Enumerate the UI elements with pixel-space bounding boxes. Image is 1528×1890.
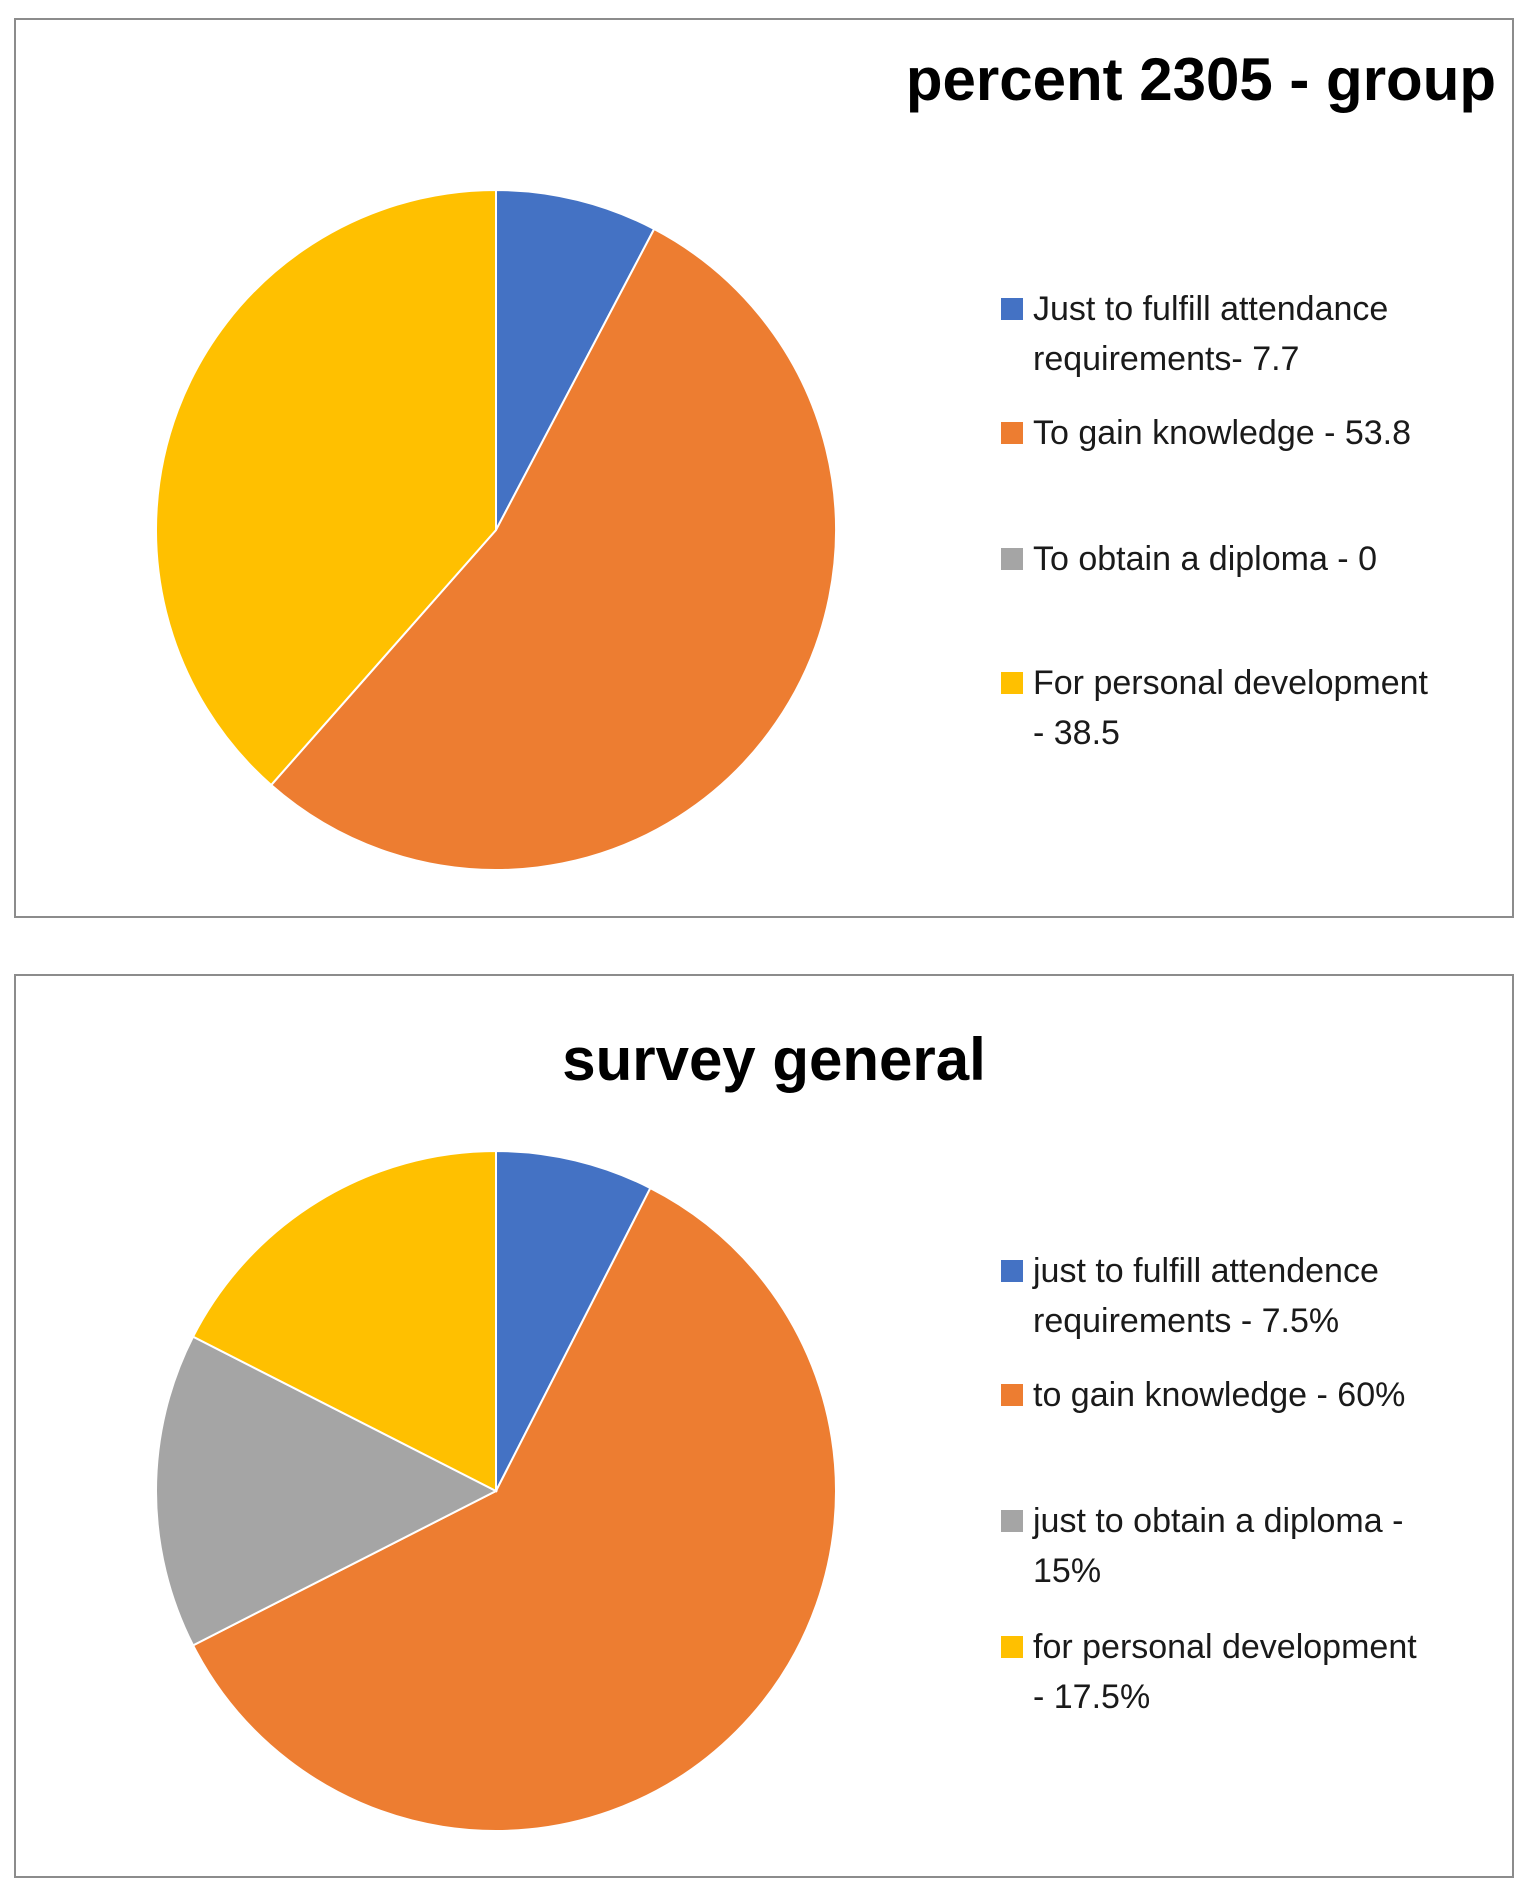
legend-item-for-personal-development: For personal development - 38.5 xyxy=(1001,664,1429,752)
legend-item-just-to-obtain-a-diploma: just to obtain a diploma - 15% xyxy=(1001,1502,1403,1590)
legend-label: - 17.5% xyxy=(1033,1678,1150,1716)
legend-item-just-to-fulfill-attendance-requirements: Just to fulfill attendance requirements- … xyxy=(1001,290,1388,378)
legend-item-for-personal-development: for personal development - 17.5% xyxy=(1001,1628,1417,1716)
legend-label: Just to fulfill attendance xyxy=(1033,290,1388,328)
pie-slices xyxy=(154,188,837,871)
legend-swatch xyxy=(1001,1636,1023,1658)
pie-slice-just-to-fulfill-attendence-requirements xyxy=(495,1149,652,1492)
pie-slices xyxy=(155,1149,837,1832)
legend-label: 15% xyxy=(1033,1552,1101,1590)
legend-swatch xyxy=(1001,1384,1023,1406)
legend-item-to-obtain-a-diploma: To obtain a diploma - 0 xyxy=(1001,540,1377,578)
pie-slice-for-personal-development xyxy=(154,188,497,787)
pie-slice-to-gain-knowledge xyxy=(269,227,837,871)
legend: Just to fulfill attendance requirements- … xyxy=(1001,290,1429,752)
legend-label: just to obtain a diploma - xyxy=(1032,1502,1403,1540)
legend-swatch xyxy=(1001,1260,1023,1282)
legend-label: for personal development xyxy=(1033,1628,1417,1666)
legend-swatch xyxy=(1001,422,1023,444)
chart-title: survey general xyxy=(562,1026,986,1093)
chart-panel-survey-general: survey general just to fulfill attendenc… xyxy=(14,974,1514,1878)
legend-swatch xyxy=(1001,298,1023,320)
legend-label: requirements- 7.7 xyxy=(1033,340,1299,378)
legend-label: For personal development xyxy=(1033,664,1429,702)
pie-chart-survey-general: survey general just to fulfill attendenc… xyxy=(155,1026,1417,1832)
pie-slice-just-to-fulfill-attendance-requirements xyxy=(495,188,656,531)
pie-chart-group: percent 2305 - group Just to fulfill att… xyxy=(154,46,1496,871)
chart-panel-group: percent 2305 - group Just to fulfill att… xyxy=(14,18,1514,918)
chart-title: percent 2305 - group xyxy=(906,46,1496,113)
pie-slice-for-personal-development xyxy=(191,1149,497,1493)
legend-label: To gain knowledge - 53.8 xyxy=(1033,414,1411,452)
legend-label: requirements - 7.5% xyxy=(1033,1302,1339,1340)
legend-swatch xyxy=(1001,1510,1023,1532)
legend-label: to gain knowledge - 60% xyxy=(1033,1376,1405,1414)
legend-item-to-gain-knowledge: To gain knowledge - 53.8 xyxy=(1001,414,1411,452)
pie-slice-just-to-obtain-a-diploma xyxy=(155,1335,499,1647)
legend-item-just-to-fulfill-attendence-requirements: just to fulfill attendence requirements -… xyxy=(1001,1252,1379,1340)
legend-label: just to fulfill attendence xyxy=(1032,1252,1379,1290)
legend-swatch xyxy=(1001,672,1023,694)
legend: just to fulfill attendence requirements -… xyxy=(1001,1252,1417,1716)
pie-slice-to-gain-knowledge xyxy=(191,1186,837,1832)
legend-label: - 38.5 xyxy=(1033,714,1120,752)
legend-swatch xyxy=(1001,548,1023,570)
legend-item-to-gain-knowledge: to gain knowledge - 60% xyxy=(1001,1376,1405,1414)
legend-label: To obtain a diploma - 0 xyxy=(1033,540,1377,578)
